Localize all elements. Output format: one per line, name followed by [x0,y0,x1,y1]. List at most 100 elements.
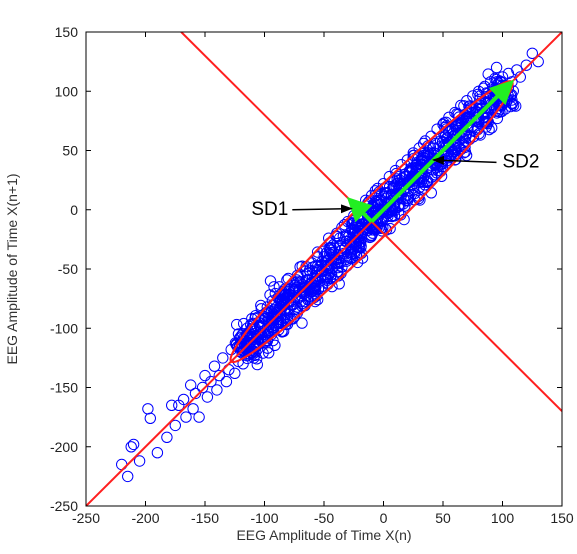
x-tick-label: -100 [250,510,278,526]
scatter-point [201,391,214,403]
sd2-arrow [370,79,515,224]
scatter-point [217,352,229,364]
scatter-point [252,311,264,323]
annotation-arrow-sd1 [292,204,353,214]
scatter-point [251,353,263,365]
x-tick-label: -50 [314,510,334,526]
scatter-point [306,257,318,269]
scatter-point [142,403,154,415]
scatter-point [459,146,472,158]
scatter-point [264,275,277,287]
scatter-point [311,246,324,258]
scatter-point [351,256,364,269]
scatter-point [336,221,348,234]
scatter-point [391,173,403,185]
scatter-point [415,158,427,171]
scatter-point [281,274,293,286]
scatter-point [169,419,182,432]
scatter-point [238,317,250,330]
x-tick-label: 50 [435,510,451,526]
scatter-point [473,128,485,140]
scatter-point [421,175,433,187]
y-tick-label: 150 [55,24,79,40]
y-tick-label: -50 [58,261,78,277]
scatter-point [427,142,440,154]
y-tick-label: -100 [50,320,78,336]
scatter-point [344,233,356,246]
scatter-point [415,154,428,166]
y-tick-label: 50 [62,143,78,159]
overlay-layer [86,32,562,506]
scatter-point [511,64,523,76]
y-tick-label: -200 [50,439,78,455]
scatter-point [193,411,205,423]
scatter-point [430,167,443,179]
scatter-point [310,280,322,292]
scatter-point [346,252,358,264]
annotation-sd1: SD1 [251,199,288,220]
scatter-point [213,369,226,382]
scatter-point [386,210,398,222]
y-tick-label: 100 [55,83,79,99]
scatter-point [332,249,344,261]
scatter-point [318,245,330,257]
scatter-point [406,173,419,186]
scatter-point [439,121,451,134]
scatter-point [340,255,353,267]
scatter-point [312,251,324,263]
scatter-point [229,367,241,379]
scatter-point [269,339,281,351]
scatter-point [432,165,444,177]
scatter-point [402,192,414,204]
scatter-point [401,154,413,166]
scatter-point [296,317,308,329]
scatter-point [320,260,333,273]
scatter-point [404,166,416,178]
scatter-point [235,336,247,349]
scatter-point [365,230,378,242]
scatter-point [241,328,253,340]
x-tick-label: -150 [191,510,219,526]
scatter-point [133,455,146,467]
y-tick-label: -150 [50,380,78,396]
scatter-point [185,379,197,391]
scatter-point [127,438,140,451]
scatter-point [268,281,280,293]
scatter-point [383,170,396,183]
scatter-point [514,71,526,83]
scatter-point [270,310,283,322]
scatter-point [208,360,221,372]
scatter-point [243,334,255,346]
x-tick-label: 100 [491,510,515,526]
scatter-point [205,375,217,388]
scatter-point [300,280,312,293]
scatter-point [439,130,452,143]
scatter-point [151,447,164,459]
y-tick-label: 0 [70,202,78,218]
scatter-point [319,270,332,282]
scatter-point [125,441,137,453]
scatter-point [276,325,288,337]
scatter-point [425,130,437,143]
scatter-point [322,262,334,274]
x-tick-label: -200 [131,510,159,526]
x-tick-label: 150 [550,510,574,526]
scatter-point [303,264,316,276]
scatter-point [459,135,471,147]
scatter-point [312,293,324,306]
scatter-point [298,295,311,308]
scatter-point [144,412,157,424]
scatter-point [285,298,297,311]
scatter-point [486,122,498,134]
scatter-point [451,118,463,131]
scatter-point [336,261,348,273]
scatter-point [122,470,134,483]
scatter-point [520,59,532,71]
scatter-point [257,347,269,359]
scatter-point [482,68,494,80]
scatter-point [308,272,321,285]
axes-layer: -250 -200 -150 -100 -50 0 50 100 150 -250 -200 -150… [50,24,574,526]
scatter-point [280,308,292,320]
